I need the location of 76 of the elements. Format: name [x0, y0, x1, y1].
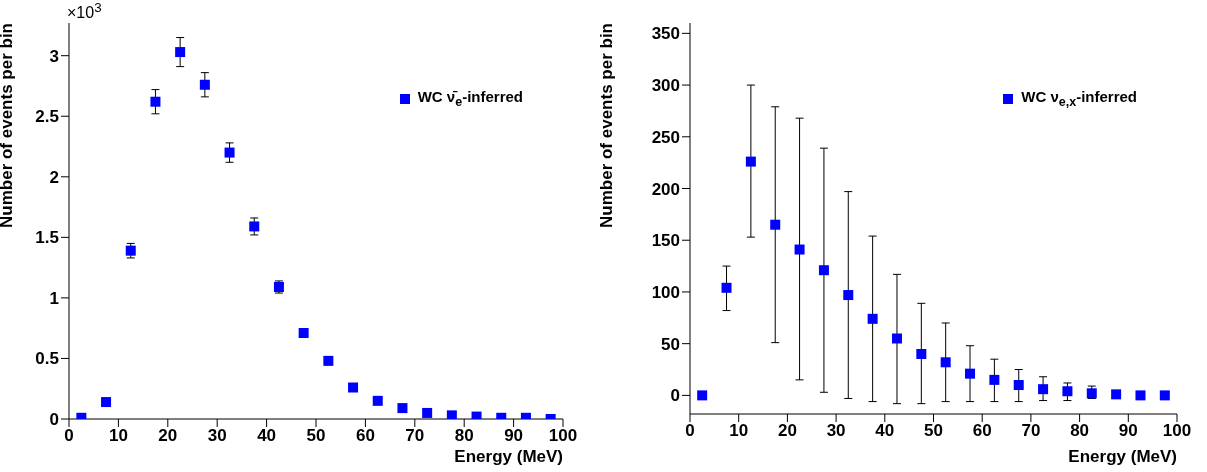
point: [965, 368, 976, 379]
x-tick-label: 100: [548, 426, 578, 446]
point: [770, 219, 781, 230]
legend-label: WC ν̄$_{e}$-inferred: [417, 88, 523, 109]
y-tick-label: 100: [651, 282, 680, 302]
x-axis-title: Energy (MeV): [454, 447, 563, 466]
y-tick-label: 1.5: [35, 228, 59, 248]
point: [1111, 389, 1122, 400]
x-tick-label: 30: [207, 426, 227, 446]
point: [989, 374, 1000, 385]
point: [199, 79, 210, 90]
point: [1038, 384, 1049, 395]
point: [697, 390, 708, 401]
point: [224, 147, 235, 158]
x-tick-label: 10: [729, 421, 749, 441]
y-tick-label: 250: [651, 127, 680, 147]
point: [794, 244, 805, 255]
x-tick-label: 20: [777, 421, 797, 441]
point: [721, 282, 732, 293]
y-tick-label: 3: [49, 46, 59, 66]
legend-label: WC ν$_{e,x}$-inferred: [1021, 88, 1137, 109]
point: [1135, 390, 1146, 401]
y-tick-label: 200: [651, 179, 680, 199]
x-tick-label: 50: [306, 426, 326, 446]
x-tick-label: 90: [1118, 421, 1138, 441]
point: [422, 407, 433, 418]
point: [916, 349, 927, 360]
y-tick-label: 350: [651, 24, 680, 44]
y-tick-label: 50: [661, 334, 680, 354]
x-tick-label: 40: [875, 421, 895, 441]
point: [150, 96, 161, 107]
x-tick-label: 90: [504, 426, 524, 446]
x-tick-label: 50: [924, 421, 943, 441]
point: [818, 265, 829, 276]
x-tick-label: 70: [1021, 421, 1041, 441]
point: [745, 156, 756, 167]
point: [1062, 386, 1073, 397]
x-tick-label: 60: [972, 421, 992, 441]
x-tick-label: 0: [64, 426, 74, 446]
x-tick-label: 70: [405, 426, 425, 446]
text: ×10$^{3}$: [67, 0, 102, 23]
x-tick-label: 60: [355, 426, 375, 446]
point: [867, 313, 878, 324]
point: [249, 221, 260, 232]
point: [446, 410, 457, 419]
point: [1013, 380, 1024, 391]
y-axis-title: Number of events per bin: [0, 23, 17, 228]
x-axis-title: Energy (MeV): [1068, 447, 1177, 466]
x-tick-label: 100: [1162, 421, 1192, 441]
y-tick-label: 1: [49, 288, 59, 308]
point: [1159, 390, 1170, 401]
y-axis-title: Number of events per bin: [597, 23, 617, 228]
point: [348, 382, 359, 393]
y-tick-label: 0: [670, 386, 680, 406]
point: [397, 403, 408, 414]
y-tick-label: 0.5: [35, 349, 59, 369]
y-tick-label: 150: [651, 231, 680, 251]
point: [843, 290, 854, 301]
x-tick-label: 10: [108, 426, 128, 446]
point: [101, 397, 112, 408]
x-tick-label: 20: [158, 426, 178, 446]
point: [298, 328, 309, 339]
x-tick-label: 80: [1070, 421, 1090, 441]
x-tick-label: 80: [454, 426, 474, 446]
point: [940, 357, 951, 368]
point: [372, 395, 383, 406]
point: [891, 333, 902, 344]
y-tick-label: 2: [49, 167, 59, 187]
point: [471, 411, 482, 419]
x-tick-label: 30: [826, 421, 846, 441]
y-tick-label: 2.5: [35, 107, 59, 127]
point: [323, 355, 334, 366]
x-tick-label: 0: [685, 421, 695, 441]
y-tick-label: 300: [651, 76, 680, 96]
x-tick-label: 40: [257, 426, 277, 446]
point: [175, 47, 186, 58]
